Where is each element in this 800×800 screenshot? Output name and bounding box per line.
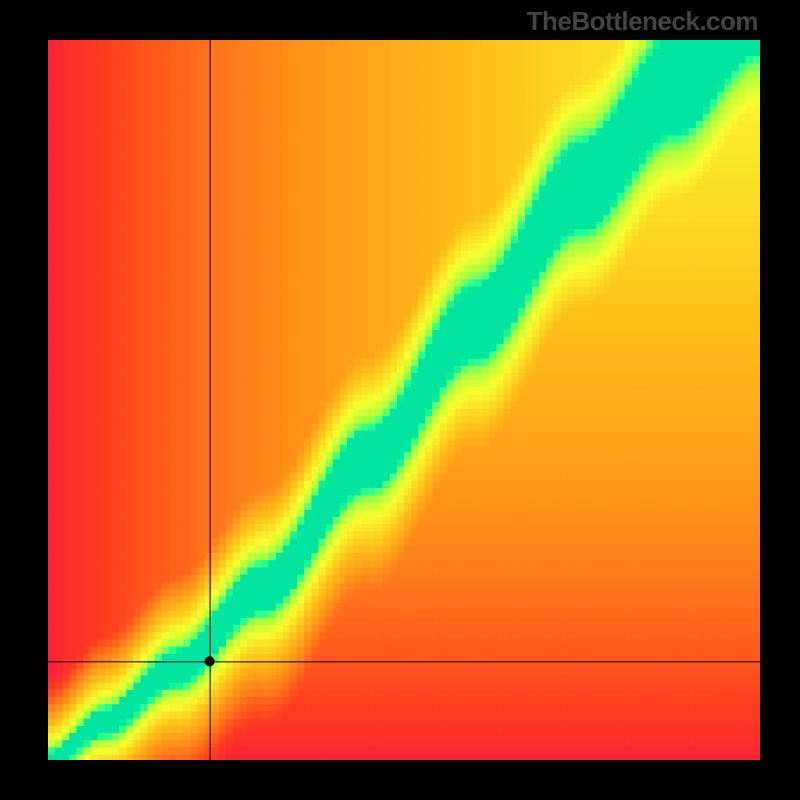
bottleneck-heatmap	[48, 40, 760, 760]
watermark-text: TheBottleneck.com	[527, 6, 758, 37]
